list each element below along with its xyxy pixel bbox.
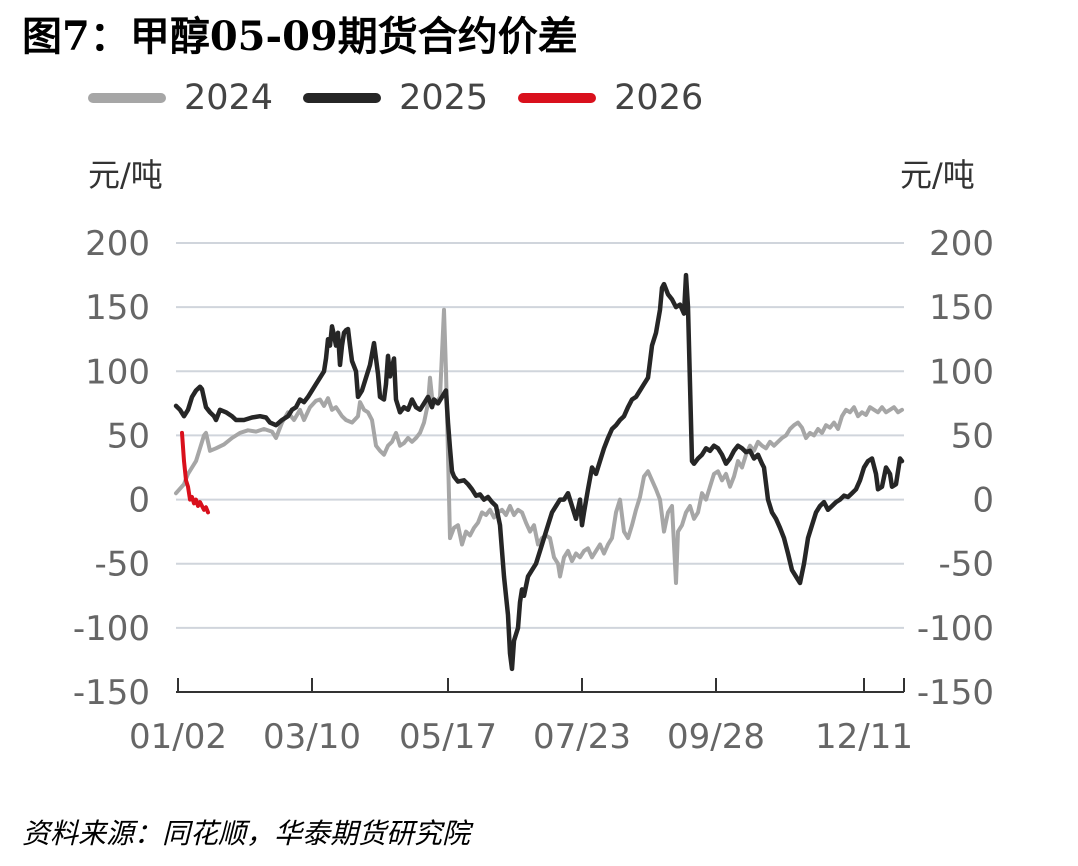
series-line-2025 — [173, 272, 905, 672]
legend-item-2024: 2024 — [88, 78, 273, 118]
x-tick-label: 09/28 — [667, 717, 765, 757]
legend: 2024 2025 2026 — [88, 72, 733, 124]
legend-label-2024: 2024 — [184, 78, 274, 118]
y-tick-label-left: 200 — [85, 224, 150, 264]
legend-label-2025: 2025 — [399, 78, 489, 118]
y-ticks-right: 200 150 100 50 0 -50 -100 -150 — [917, 224, 994, 713]
y-tick-label-right: 0 — [972, 481, 994, 521]
x-tick-label: 05/17 — [399, 717, 497, 757]
y-ticks-left: 200 150 100 50 0 -50 -100 -150 — [73, 224, 150, 713]
y-tick-label-left: -100 — [73, 609, 150, 649]
y-tick-label-right: 150 — [929, 288, 994, 328]
x-tick-label: 12/11 — [815, 717, 913, 757]
y-tick-label-left: -150 — [73, 673, 150, 713]
legend-label-2026: 2026 — [614, 78, 704, 118]
y-tick-label-right: -150 — [917, 673, 994, 713]
y-tick-label-left: 150 — [85, 288, 150, 328]
x-tick-label: 07/23 — [533, 717, 631, 757]
x-tick-label: 01/02 — [129, 717, 227, 757]
y-tick-label-right: -100 — [917, 609, 994, 649]
x-axis: 01/02 03/10 05/17 07/23 09/28 12/11 — [129, 678, 913, 757]
grid — [176, 242, 904, 629]
y-tick-label-right: 100 — [929, 352, 994, 392]
y-tick-label-right: -50 — [938, 545, 994, 585]
y-axis-unit-left: 元/吨 — [88, 156, 163, 194]
legend-item-2026: 2026 — [518, 78, 703, 118]
series — [173, 272, 905, 672]
legend-swatch-2026 — [518, 93, 597, 103]
x-tick-label: 03/10 — [263, 717, 361, 757]
y-axis-unit-right: 元/吨 — [900, 156, 975, 194]
y-tick-label-left: -50 — [94, 545, 150, 585]
y-tick-label-left: 50 — [107, 416, 150, 456]
legend-item-2025: 2025 — [303, 78, 488, 118]
y-tick-label-right: 200 — [929, 224, 994, 264]
y-tick-label-right: 50 — [951, 416, 994, 456]
legend-swatch-2025 — [303, 93, 382, 103]
legend-swatch-2024 — [88, 93, 166, 103]
source-note: 资料来源：同花顺，华泰期货研究院 — [22, 817, 471, 850]
series-line-2026 — [180, 430, 210, 515]
y-tick-label-left: 100 — [85, 352, 150, 392]
chart-title: 图7：甲醇05-09期货合约价差 — [22, 13, 578, 60]
y-tick-label-left: 0 — [128, 481, 150, 521]
series-line-2024 — [174, 307, 904, 585]
